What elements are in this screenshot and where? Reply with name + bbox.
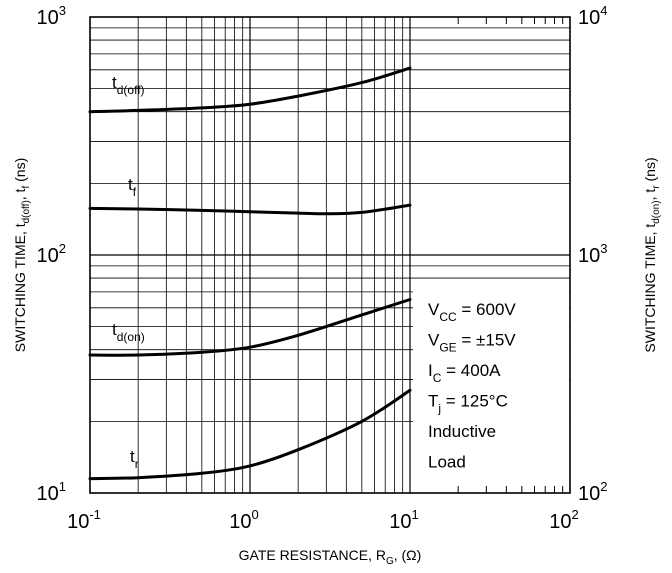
condition-line: VCC = 600V <box>428 300 516 324</box>
y-left-tick-label: 103 <box>37 3 66 29</box>
x-axis-title: GATE RESISTANCE, RG, (Ω) <box>239 547 422 567</box>
y-left-tick-label: 101 <box>37 479 66 505</box>
x-tick-label: 100 <box>229 507 258 533</box>
plot-border <box>89 16 571 494</box>
condition-line: Tj = 125°C <box>428 392 508 416</box>
curve-label-d(on): td(on) <box>112 320 145 344</box>
y-right-tick-label: 102 <box>578 479 607 505</box>
conditions-background <box>413 285 569 485</box>
y-right-tick-label: 103 <box>578 241 607 267</box>
grid-major <box>90 17 570 493</box>
condition-line: Inductive <box>428 422 496 441</box>
curve-labels: td(off) tf td(on) tr <box>112 73 145 471</box>
tick-labels: 10-1 100 101 102 101 102 103 102 103 104 <box>37 3 608 533</box>
curve-label-f: tf <box>128 175 137 199</box>
x-tick-label: 101 <box>389 507 418 533</box>
condition-line: VGE = ±15V <box>428 331 516 355</box>
curve-d(off) <box>88 66 412 114</box>
x-tick-label: 10-1 <box>67 507 101 533</box>
curve-r <box>88 388 412 481</box>
y-right-tick-label: 104 <box>578 3 607 29</box>
conditions-box: VCC = 600V VGE = ±15V IC = 400A Tj = 125°C I… <box>413 285 569 485</box>
curves <box>88 66 412 481</box>
curve-label-d(off): td(off) <box>112 73 145 97</box>
y-axis-right-title: SWITCHING TIME, td(on), tr (ns) <box>642 157 662 352</box>
curve-f <box>88 203 412 216</box>
plot-frame <box>89 16 571 494</box>
x-tick-label: 102 <box>549 507 578 533</box>
y-left-tick-label: 102 <box>37 241 66 267</box>
curve-d(on) <box>88 298 412 357</box>
condition-line: Load <box>428 453 466 472</box>
y-axis-left-title: SWITCHING TIME, td(off), tf (ns) <box>12 158 32 352</box>
condition-line: IC = 400A <box>428 361 501 385</box>
curve-label-r: tr <box>130 447 139 471</box>
